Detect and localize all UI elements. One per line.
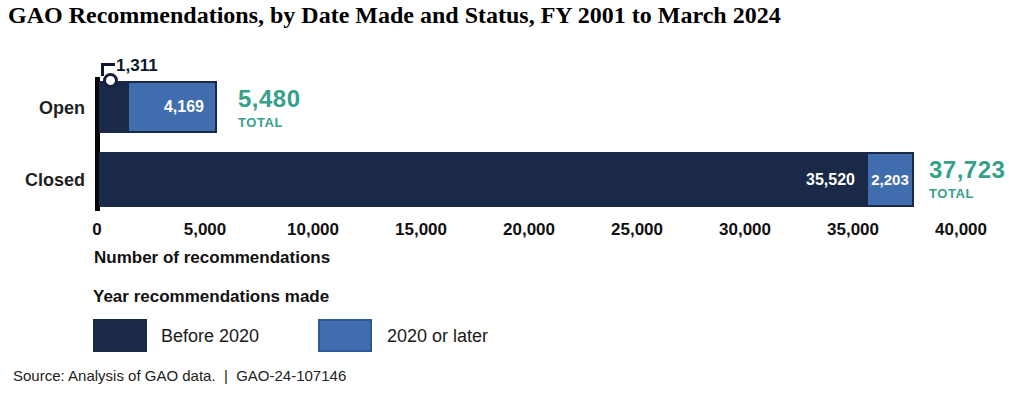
value-label-closed-2020-or-later: 2,203 xyxy=(868,171,912,188)
category-label-open: Open xyxy=(10,98,85,119)
x-tick-label: 25,000 xyxy=(611,220,663,240)
chart-canvas: GAO Recommendations, by Date Made and St… xyxy=(0,0,1009,403)
bar-open: 4,169 xyxy=(99,81,217,133)
legend-label-2020-or-later: 2020 or later xyxy=(387,326,488,347)
value-label-open-before-2020: 1,311 xyxy=(116,56,158,76)
legend-title: Year recommendations made xyxy=(93,287,329,307)
x-tick-label: 10,000 xyxy=(287,220,339,240)
x-tick-label: 30,000 xyxy=(719,220,771,240)
x-axis-title: Number of recommendations xyxy=(94,248,330,268)
total-closed-caption: TOTAL xyxy=(929,187,1005,200)
total-open-caption: TOTAL xyxy=(238,116,301,129)
total-closed: 37,723 TOTAL xyxy=(929,158,1005,200)
legend-swatch-before-2020 xyxy=(93,319,147,352)
bar-closed-2020-or-later-segment: 2,203 xyxy=(866,152,914,207)
x-tick-label: 5,000 xyxy=(184,220,227,240)
value-label-open-2020-or-later: 4,169 xyxy=(129,98,215,116)
x-axis-ticks: 05,00010,00015,00020,00025,00030,00035,0… xyxy=(97,220,963,240)
source-note: Source: Analysis of GAO data. | GAO-24-1… xyxy=(13,367,346,384)
x-tick-label: 15,000 xyxy=(395,220,447,240)
total-closed-value: 37,723 xyxy=(929,158,1005,182)
x-tick-label: 20,000 xyxy=(503,220,555,240)
legend-label-before-2020: Before 2020 xyxy=(161,326,259,347)
total-open: 5,480 TOTAL xyxy=(238,87,301,129)
x-tick-label: 40,000 xyxy=(935,220,987,240)
chart-title: GAO Recommendations, by Date Made and St… xyxy=(8,2,998,29)
total-open-value: 5,480 xyxy=(238,87,301,111)
callout-line-vertical xyxy=(101,63,104,76)
category-label-closed: Closed xyxy=(10,170,85,191)
x-tick-label: 0 xyxy=(92,220,101,240)
x-tick-label: 35,000 xyxy=(827,220,879,240)
bar-open-before-2020-segment xyxy=(99,81,127,133)
value-label-closed-before-2020: 35,520 xyxy=(99,171,866,189)
bar-open-2020-or-later-segment: 4,169 xyxy=(127,81,217,133)
bar-closed-before-2020-segment: 35,520 xyxy=(99,152,866,207)
bar-closed: 35,520 2,203 xyxy=(99,152,914,207)
legend-swatch-2020-or-later xyxy=(318,319,372,352)
